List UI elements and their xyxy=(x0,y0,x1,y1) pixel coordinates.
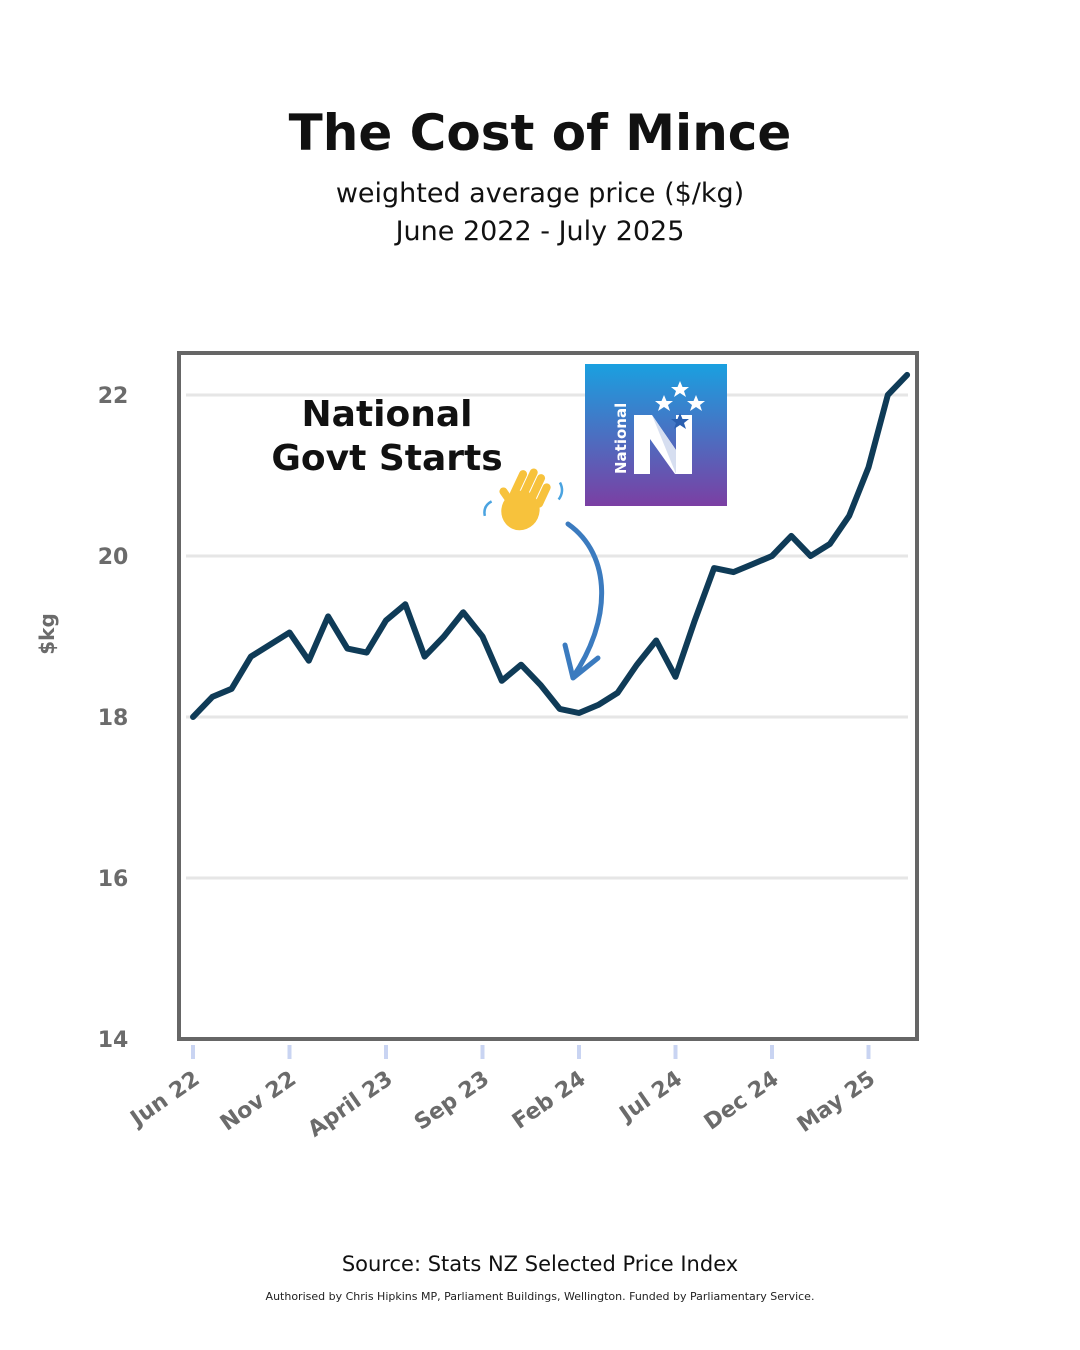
y-tick-label: 20 xyxy=(98,545,129,570)
x-tick-label: Nov 22 xyxy=(216,1066,301,1136)
chart-subtitle: weighted average price ($/kg) xyxy=(335,178,745,209)
x-tick-label: Feb 24 xyxy=(508,1066,590,1134)
source-note: Source: Stats NZ Selected Price Index xyxy=(341,1252,739,1276)
annotation-line2: Govt Starts xyxy=(271,438,502,479)
x-tick-label: April 23 xyxy=(304,1066,398,1142)
x-tick-label: Jul 24 xyxy=(614,1066,687,1128)
chart-title: The Cost of Mince xyxy=(288,104,792,162)
annotation-arrow xyxy=(565,521,605,680)
waving-hand-icon xyxy=(483,468,564,531)
y-axis-label: $kg xyxy=(35,613,59,655)
gridlines xyxy=(186,393,908,880)
x-axis-ticks: Jun 22 Nov 22 April 23 Sep 23 Feb 24 Jul 24 De… xyxy=(125,1045,880,1143)
x-tick-label: Sep 23 xyxy=(410,1066,494,1135)
series-line-mince-price xyxy=(190,371,911,720)
y-tick-label: 18 xyxy=(98,706,129,731)
national-party-logo: National xyxy=(585,364,727,506)
chart-date-range: June 2022 - July 2025 xyxy=(395,216,685,247)
svg-text:National: National xyxy=(612,403,630,474)
authorisation-statement: Authorised by Chris Hipkins MP, Parliame… xyxy=(265,1290,815,1303)
y-tick-label: 16 xyxy=(98,867,129,892)
y-axis-ticks: 14 16 18 20 22 xyxy=(98,384,129,1053)
annotation-arrowhead xyxy=(562,642,601,681)
x-tick-label: Dec 24 xyxy=(700,1066,784,1135)
annotation-line1: National xyxy=(302,394,473,435)
x-tick-label: Jun 22 xyxy=(125,1066,205,1132)
y-tick-label: 14 xyxy=(98,1028,129,1053)
y-tick-label: 22 xyxy=(98,384,129,409)
plot-frame xyxy=(177,351,919,1041)
x-tick-label: May 25 xyxy=(793,1066,880,1137)
